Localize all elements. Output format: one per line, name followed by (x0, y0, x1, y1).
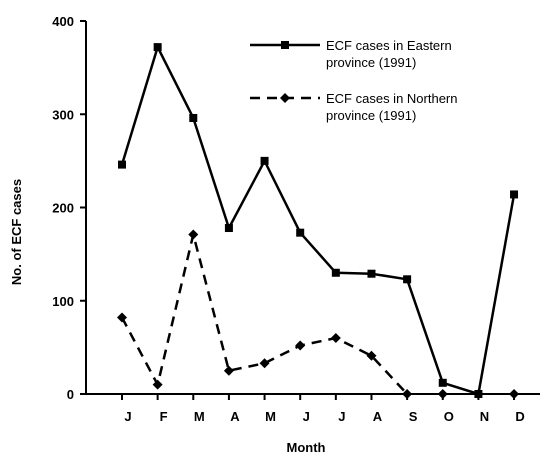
data-point (260, 156, 269, 165)
x-tick-label: S (409, 409, 418, 424)
y-tick-label: 400 (52, 14, 74, 29)
series-2 (117, 229, 520, 399)
data-point (188, 229, 199, 240)
data-point (366, 350, 377, 361)
data-point (295, 340, 306, 351)
x-tick-label: F (160, 409, 168, 424)
x-tick-label: M (194, 409, 205, 424)
legend-label: province (1991) (326, 55, 416, 70)
data-point (330, 333, 341, 344)
legend-label: province (1991) (326, 108, 416, 123)
data-point (473, 389, 484, 399)
legend-label: ECF cases in Northern (326, 91, 458, 106)
legend-marker (280, 93, 290, 103)
data-point (437, 389, 448, 399)
data-point (223, 365, 234, 376)
series-line (120, 233, 409, 395)
x-tick-label: M (265, 409, 276, 424)
data-point (402, 389, 413, 399)
legend-label: ECF cases in Eastern (326, 38, 452, 53)
y-axis-ticks: 0 100 200 300 400 (52, 14, 86, 402)
data-point (153, 43, 162, 52)
legend-marker (281, 41, 289, 49)
data-point (152, 379, 163, 390)
legend: ECF cases in Eastern province (1991) ECF c… (250, 38, 458, 123)
data-point (510, 190, 519, 199)
y-axis-title: No. of ECF cases (9, 179, 24, 285)
data-point (367, 269, 376, 278)
data-point (331, 268, 340, 277)
data-point (224, 224, 233, 233)
data-point (509, 389, 520, 399)
y-tick-label: 200 (52, 201, 74, 216)
series-1 (118, 43, 519, 398)
chart-axes (85, 21, 540, 395)
x-tick-label: J (124, 409, 131, 424)
data-point (438, 378, 447, 387)
y-tick-label: 300 (52, 107, 74, 122)
x-tick-label: N (480, 409, 489, 424)
x-tick-label: A (373, 409, 383, 424)
data-point (189, 113, 198, 122)
data-point (118, 160, 126, 169)
y-tick-label: 100 (52, 294, 74, 309)
data-point (117, 312, 127, 323)
x-tick-label: J (338, 409, 345, 424)
data-point (296, 228, 305, 237)
x-tick-label: J (303, 409, 310, 424)
data-point (259, 358, 270, 369)
x-tick-label: A (230, 409, 240, 424)
series-line (120, 45, 516, 396)
x-tick-label: D (515, 409, 524, 424)
y-tick-label: 0 (67, 387, 74, 402)
x-axis-title: Month (287, 440, 326, 455)
series-layer (117, 43, 520, 399)
x-tick-label: O (444, 409, 454, 424)
data-point (403, 275, 412, 284)
